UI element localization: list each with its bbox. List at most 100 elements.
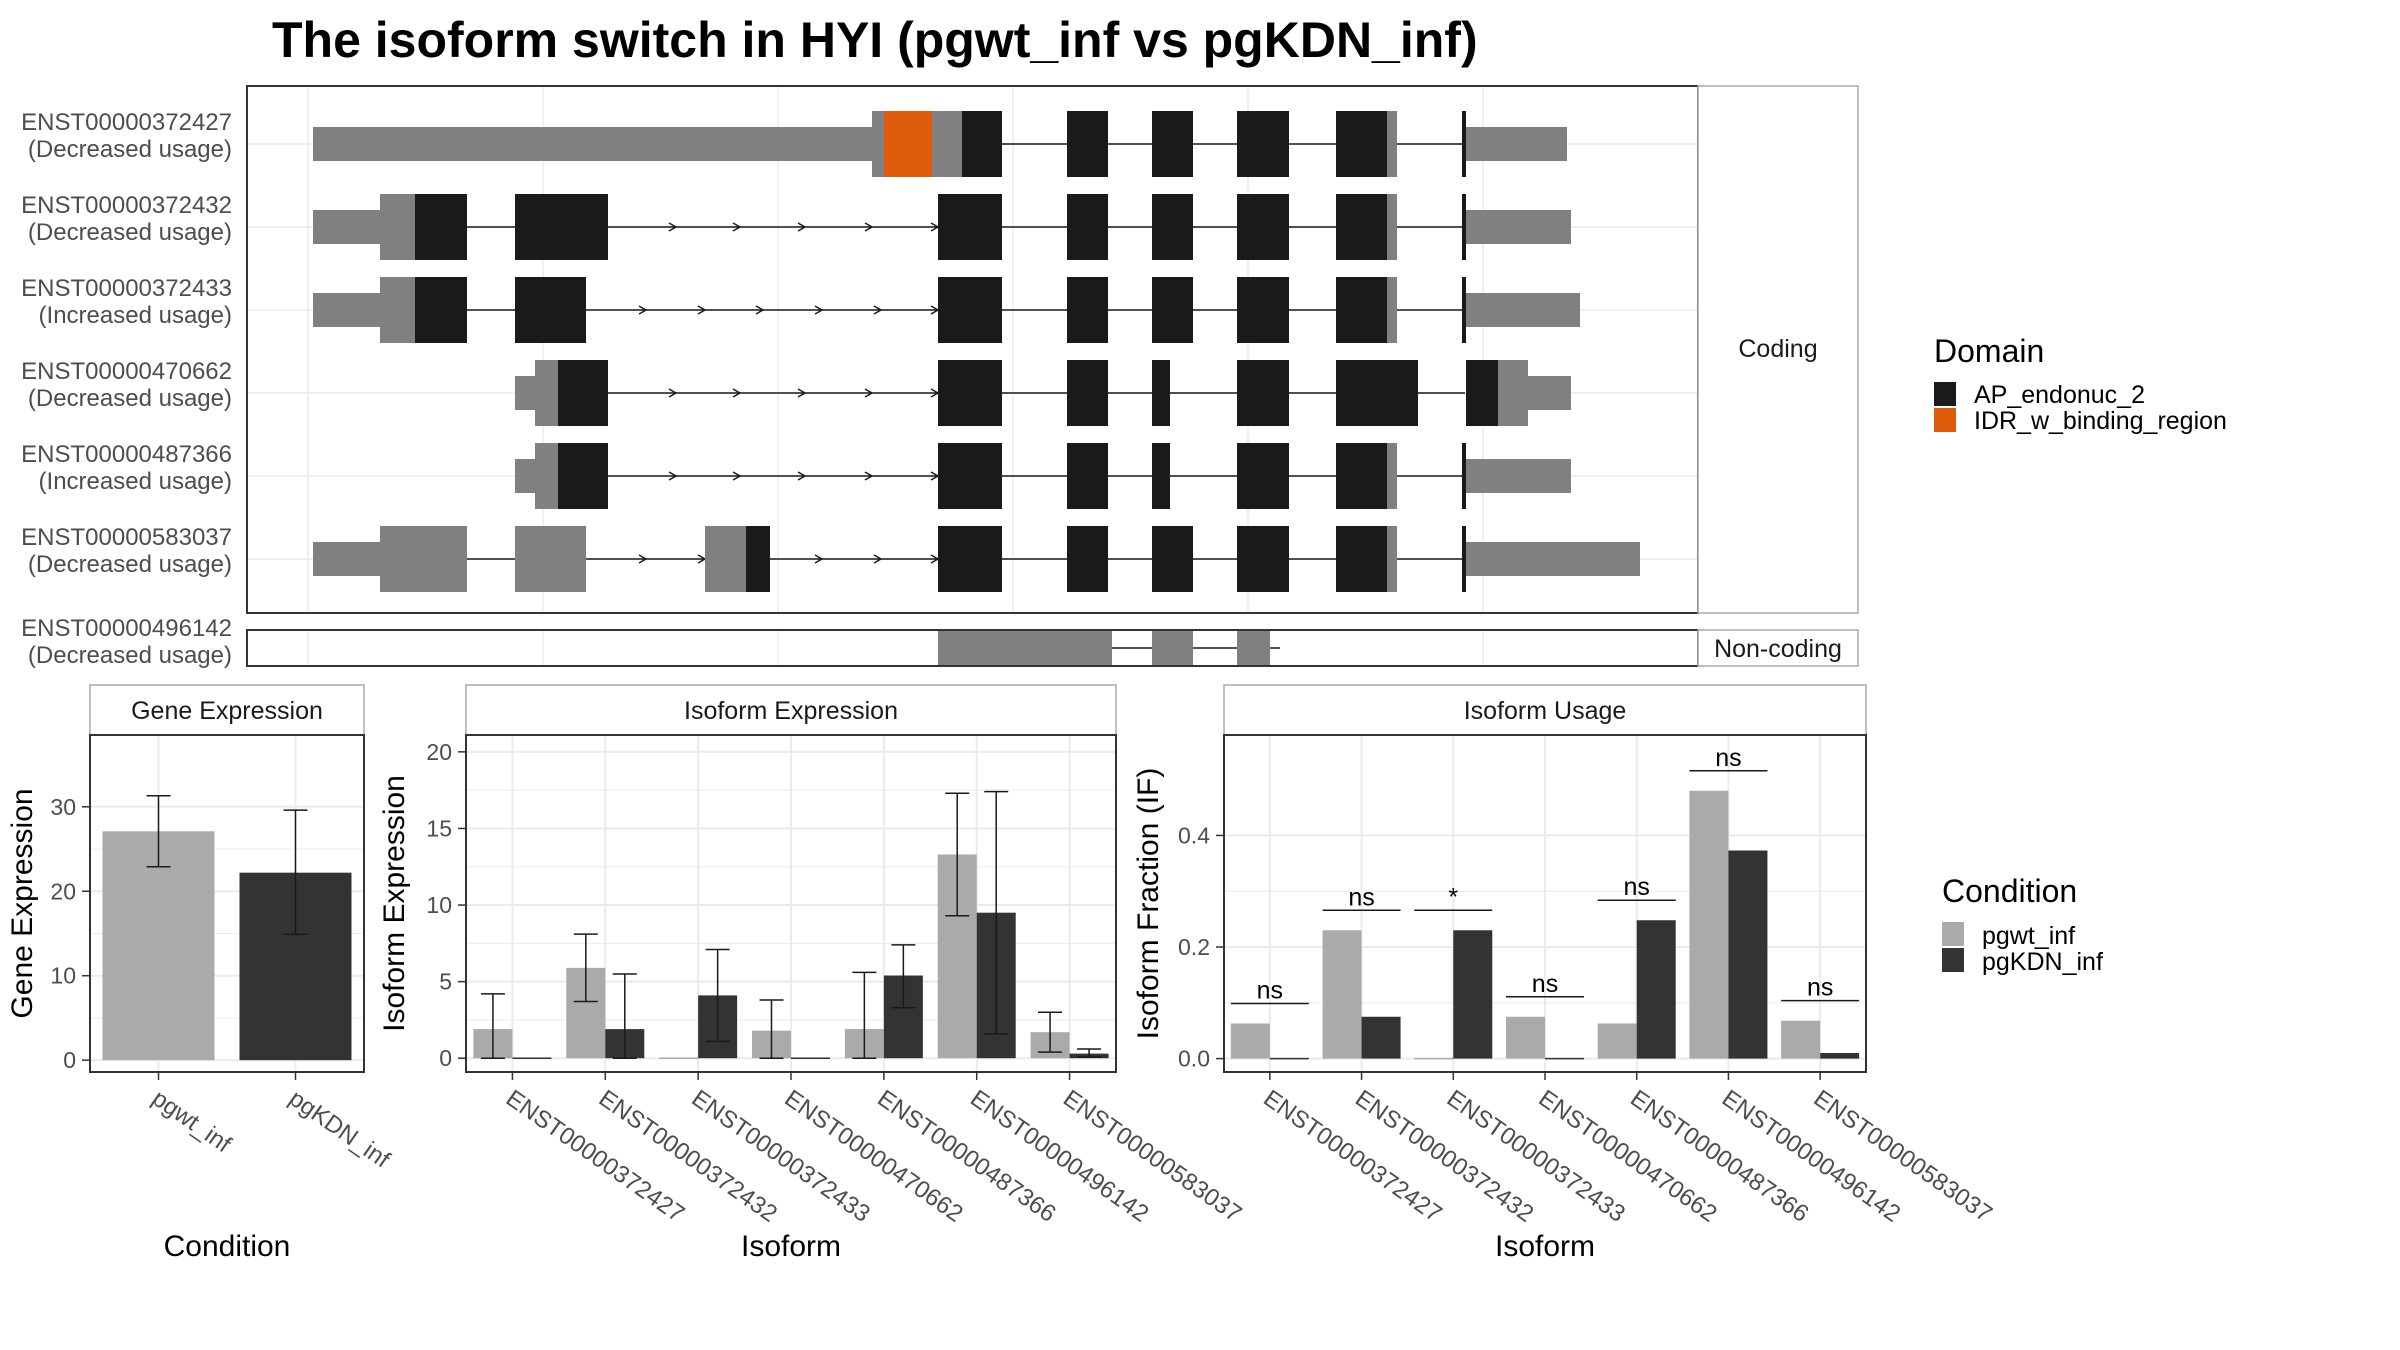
utr-block — [1466, 542, 1640, 576]
x-tick-label: pgKDN_inf — [284, 1085, 395, 1174]
x-axis-title: Isoform — [741, 1230, 841, 1263]
utr-block — [1528, 376, 1571, 410]
domain-exon — [1152, 111, 1193, 177]
domain-exon — [1462, 194, 1466, 260]
data-bar — [1230, 1023, 1270, 1059]
utr-block — [1466, 210, 1571, 244]
domain-exon — [1237, 194, 1289, 260]
domain-exon — [1336, 360, 1418, 426]
legend-label-idr: IDR_w_binding_region — [1974, 407, 2227, 435]
domain-exon — [1336, 277, 1387, 343]
panel-strip — [465, 684, 1117, 736]
data-bar — [1636, 920, 1676, 1059]
domain-exon — [1152, 360, 1170, 426]
domain-exon — [746, 526, 770, 592]
y-axis-title: Isoform Fraction (IF) — [1132, 768, 1165, 1040]
significance-label: ns — [1257, 976, 1283, 1004]
domain-exon — [415, 194, 467, 260]
domain-exon — [1336, 111, 1387, 177]
intron-arrow — [755, 305, 765, 315]
domain-exon — [1466, 360, 1498, 426]
domain-exon — [938, 277, 1002, 343]
data-bar — [1322, 930, 1362, 1059]
domain-exon — [1237, 360, 1289, 426]
intron-arrow — [797, 471, 807, 481]
coding-exon — [1387, 194, 1397, 260]
x-axis-title: Condition — [164, 1230, 291, 1263]
gene-expression-panel: Gene Expression 0 10 20 30 pgwt_inf pgKDN_inf G… — [6, 684, 395, 1263]
significance-label: ns — [1715, 744, 1741, 772]
data-bar — [1597, 1023, 1637, 1059]
domain-exon — [938, 360, 1002, 426]
transcript-id-label: ENST00000372433 — [21, 275, 232, 302]
y-axis-title: Isoform Expression — [378, 775, 411, 1032]
intron-arrow — [668, 471, 678, 481]
intron-arrow — [864, 222, 874, 232]
transcript-usage-label: (Increased usage) — [39, 302, 232, 329]
domain-exon — [1336, 526, 1387, 592]
domain-exon — [515, 194, 608, 260]
noncoding-exon — [938, 631, 1112, 665]
intron-arrow — [638, 554, 648, 564]
domain-exon — [1152, 526, 1193, 592]
domain-exon — [962, 111, 1002, 177]
intron-arrow — [873, 554, 883, 564]
domain-legend: Domain AP_endonuc_2 IDR_w_binding_region — [1934, 333, 2227, 435]
domain-exon — [1462, 526, 1466, 592]
data-bar — [1689, 790, 1729, 1059]
transcript-models — [313, 111, 1640, 665]
transcript-model — [313, 111, 1567, 177]
domain-exon — [938, 194, 1002, 260]
y-tick-label: 30 — [50, 794, 76, 820]
y-tick-label: 10 — [426, 892, 452, 918]
idr-domain-exon — [884, 111, 932, 177]
transcript-model — [515, 443, 1571, 509]
utr-block — [515, 459, 535, 493]
domain-exon — [558, 360, 608, 426]
coding-exon — [705, 526, 746, 592]
domain-exon — [1152, 443, 1170, 509]
legend-label-ap-endonuc: AP_endonuc_2 — [1974, 381, 2145, 409]
domain-exon — [1067, 360, 1108, 426]
transcript-model — [938, 631, 1280, 665]
coding-exon — [1498, 360, 1528, 426]
figure-title: The isoform switch in HYI (pgwt_inf vs p… — [272, 12, 1478, 68]
y-tick-label: 0.2 — [1178, 934, 1210, 960]
domain-exon — [1237, 111, 1289, 177]
transcript-usage-label: (Decreased usage) — [28, 385, 232, 412]
coding-exon — [380, 194, 415, 260]
panel-title: Gene Expression — [131, 697, 323, 725]
significance-label: * — [1448, 883, 1458, 911]
domain-exon — [1067, 111, 1108, 177]
y-tick-label: 20 — [50, 878, 76, 904]
transcript-id-label: ENST00000583037 — [21, 524, 232, 551]
domain-exon — [1152, 194, 1193, 260]
data-bar — [1781, 1020, 1821, 1059]
domain-exon — [938, 526, 1002, 592]
transcript-id-label: ENST00000372427 — [21, 109, 232, 136]
y-tick-label: 0 — [439, 1045, 452, 1071]
panel-strip — [89, 684, 365, 736]
transcript-model — [313, 194, 1571, 260]
domain-exon — [1462, 111, 1466, 177]
intron-arrow — [638, 305, 648, 315]
coding-exon — [1387, 526, 1397, 592]
noncoding-strip — [1697, 629, 1859, 667]
domain-legend-title: Domain — [1934, 333, 2044, 369]
intron-arrow — [864, 471, 874, 481]
domain-exon — [558, 443, 608, 509]
domain-exon — [515, 277, 586, 343]
domain-exon — [1336, 443, 1387, 509]
utr-block — [1466, 293, 1580, 327]
coding-strip-label: Coding — [1738, 335, 1817, 363]
transcript-model — [313, 526, 1640, 592]
y-tick-label: 5 — [439, 969, 452, 995]
domain-exon — [1237, 526, 1289, 592]
utr-block — [313, 293, 380, 327]
coding-exon — [515, 526, 586, 592]
condition-legend-title: Condition — [1942, 873, 2077, 909]
y-tick-label: 0.0 — [1178, 1046, 1210, 1072]
x-tick-label: pgwt_inf — [147, 1085, 236, 1159]
coding-exon — [535, 360, 558, 426]
